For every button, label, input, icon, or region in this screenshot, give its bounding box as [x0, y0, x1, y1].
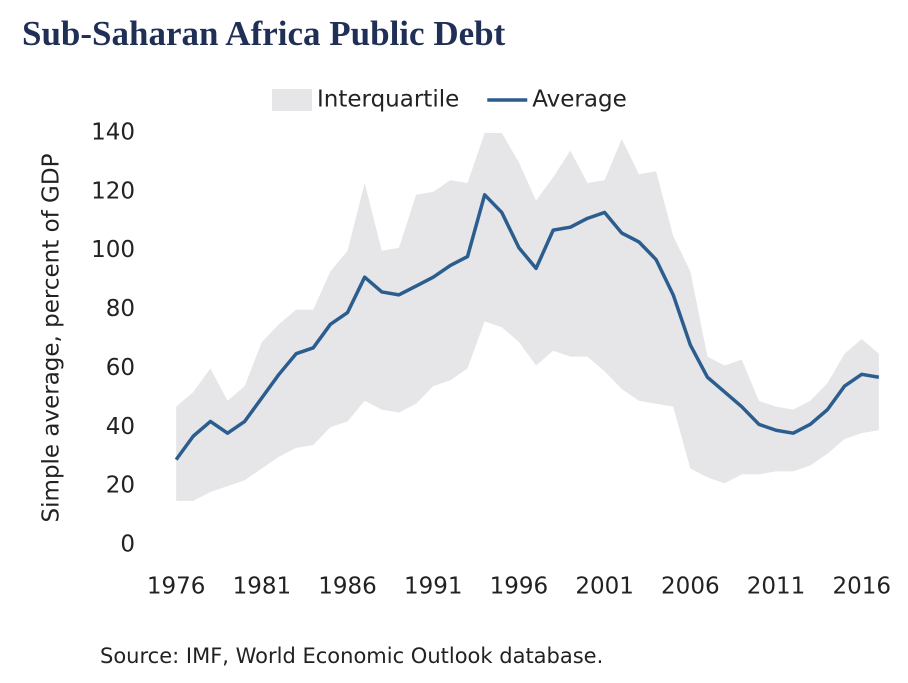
- legend: Interquartile Average: [272, 87, 627, 113]
- legend-swatch: [272, 89, 312, 111]
- x-tick-label: 2001: [575, 574, 634, 600]
- y-tick-label: 60: [106, 355, 135, 381]
- plot-area: 0 20 40 60 80 100 120 140 1976 1981 1986 1991 1996 20…: [91, 120, 891, 600]
- x-tick-label: 2016: [832, 574, 891, 600]
- legend-label: Average: [532, 87, 626, 113]
- average-line: [174, 193, 880, 461]
- x-tick-label: 1986: [318, 574, 377, 600]
- y-tick-label: 100: [91, 237, 135, 263]
- y-tick-label: 0: [120, 532, 135, 558]
- y-tick-label: 120: [91, 178, 135, 204]
- x-tick-label: 1976: [147, 574, 206, 600]
- chart-title: Sub-Saharan Africa Public Debt: [22, 14, 506, 53]
- interquartile-band: [176, 133, 879, 501]
- x-tick-label: 1981: [233, 574, 292, 600]
- x-tick-label: 1996: [490, 574, 549, 600]
- source-note: Source: IMF, World Economic Outlook data…: [100, 644, 603, 668]
- y-tick-label: 20: [106, 473, 135, 499]
- y-tick-label: 80: [106, 296, 135, 322]
- y-axis-label: Simple average, percent of GDP: [39, 153, 65, 522]
- y-tick-label: 140: [91, 120, 135, 146]
- x-tick-label: 2011: [747, 574, 806, 600]
- legend-label: Interquartile: [317, 87, 459, 113]
- x-tick-label: 2006: [661, 574, 720, 600]
- y-tick-label: 40: [106, 414, 135, 440]
- x-tick-label: 1991: [404, 574, 463, 600]
